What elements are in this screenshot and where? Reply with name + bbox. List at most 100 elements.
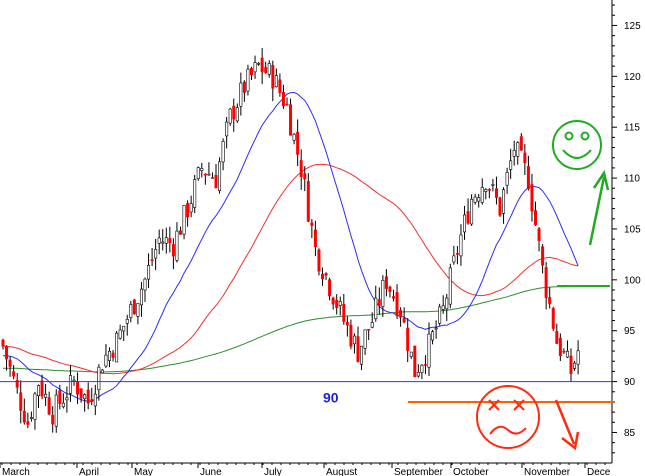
x-tick-label: August bbox=[326, 467, 357, 476]
candle-body bbox=[182, 205, 186, 235]
candle-body bbox=[274, 75, 278, 88]
x-tick-label: March bbox=[2, 467, 30, 476]
candle-body bbox=[459, 234, 463, 257]
candle-body bbox=[36, 385, 40, 397]
x-tick-label: October bbox=[453, 467, 489, 476]
candle-body bbox=[175, 230, 179, 261]
candle-body bbox=[526, 166, 530, 190]
x-tick-label: April bbox=[79, 467, 99, 476]
candle-body bbox=[232, 105, 236, 120]
candle-body bbox=[349, 324, 353, 347]
candle-body bbox=[516, 142, 520, 157]
candle-body bbox=[26, 421, 30, 425]
candle-body bbox=[338, 300, 342, 306]
candle-body bbox=[505, 172, 509, 186]
candlestick-series bbox=[1, 48, 580, 433]
candle-body bbox=[161, 241, 165, 244]
candle-body bbox=[374, 297, 378, 320]
candle-body bbox=[210, 177, 214, 179]
y-tick-label: 100 bbox=[624, 275, 641, 286]
candle-body bbox=[324, 273, 328, 276]
candle-body bbox=[296, 131, 300, 155]
candle-body bbox=[164, 237, 168, 244]
candle-body bbox=[519, 136, 523, 151]
candle-body bbox=[395, 292, 399, 317]
candle-body bbox=[12, 371, 16, 377]
candle-body bbox=[90, 399, 94, 402]
candle-body bbox=[125, 318, 129, 324]
candle-body bbox=[381, 279, 385, 307]
candle-body bbox=[214, 174, 218, 189]
candle-body bbox=[179, 230, 183, 235]
candle-body bbox=[203, 173, 207, 176]
candle-body bbox=[360, 345, 364, 365]
candle-body bbox=[257, 62, 261, 65]
candle-body bbox=[150, 259, 154, 261]
candle-body bbox=[537, 228, 541, 241]
candle-body bbox=[235, 107, 239, 122]
x-tick-label: July bbox=[264, 467, 282, 476]
candle-body bbox=[399, 310, 403, 318]
candle-body bbox=[40, 380, 44, 397]
candle-body bbox=[108, 350, 112, 361]
x-tick-label: June bbox=[200, 467, 222, 476]
candle-body bbox=[132, 299, 136, 315]
candle-body bbox=[100, 369, 104, 374]
candle-body bbox=[402, 318, 406, 323]
candle-body bbox=[104, 354, 108, 367]
candle-body bbox=[406, 327, 410, 351]
candle-body bbox=[129, 304, 133, 318]
candle-body bbox=[76, 381, 80, 395]
candle-body bbox=[285, 103, 289, 106]
candle-body bbox=[509, 160, 513, 170]
candle-body bbox=[136, 303, 140, 317]
candle-body bbox=[345, 322, 349, 326]
candle-body bbox=[388, 286, 392, 292]
candle-body bbox=[171, 244, 175, 257]
candle-body bbox=[470, 198, 474, 225]
candle-body bbox=[356, 336, 360, 362]
y-axis: 85 90 95 100 105 110 115 120 125 bbox=[612, 4, 641, 454]
candle-body bbox=[299, 160, 303, 178]
candle-body bbox=[281, 92, 285, 107]
candle-body bbox=[68, 375, 72, 394]
candle-body bbox=[565, 350, 569, 358]
candle-body bbox=[15, 380, 19, 388]
candle-body bbox=[196, 167, 200, 179]
candle-body bbox=[143, 278, 147, 291]
candle-body bbox=[189, 203, 193, 213]
candle-body bbox=[292, 133, 296, 141]
candle-body bbox=[420, 364, 424, 373]
candle-body bbox=[462, 214, 466, 233]
candle-body bbox=[434, 327, 438, 330]
x-tick-label: May bbox=[134, 467, 153, 476]
candle-body bbox=[47, 397, 51, 415]
candle-body bbox=[22, 410, 26, 423]
support-level-label: 90 bbox=[323, 390, 339, 406]
candle-body bbox=[72, 379, 76, 382]
candle-body bbox=[306, 181, 310, 222]
candle-body bbox=[409, 351, 413, 357]
candle-body bbox=[97, 366, 101, 390]
candle-body bbox=[29, 417, 33, 419]
candle-body bbox=[484, 189, 488, 192]
candle-body bbox=[498, 197, 502, 216]
candle-body bbox=[438, 306, 442, 324]
candle-body bbox=[477, 197, 481, 202]
candle-body bbox=[271, 65, 275, 89]
y-tick-label: 95 bbox=[624, 326, 636, 337]
candle-body bbox=[427, 333, 431, 368]
candle-body bbox=[441, 305, 445, 310]
candle-body bbox=[377, 299, 381, 306]
candle-body bbox=[391, 296, 395, 299]
candle-body bbox=[551, 308, 555, 329]
candle-body bbox=[431, 331, 435, 341]
candle-body bbox=[494, 188, 498, 198]
y-tick-label: 90 bbox=[624, 377, 636, 388]
candle-body bbox=[335, 299, 339, 308]
candle-body bbox=[452, 255, 456, 263]
candle-body bbox=[548, 297, 552, 305]
candle-body bbox=[19, 392, 23, 411]
